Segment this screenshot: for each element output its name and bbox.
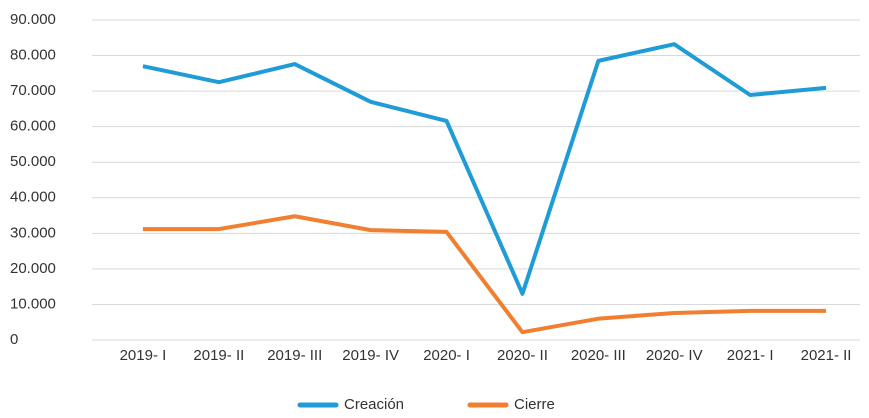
x-tick-label: 2020- II bbox=[497, 347, 548, 364]
x-tick-label: 2020- IV bbox=[646, 347, 703, 364]
y-tick-label: 30.000 bbox=[10, 224, 56, 241]
x-tick-label: 2021- II bbox=[801, 347, 852, 364]
y-tick-label: 60.000 bbox=[10, 118, 56, 135]
y-tick-label: 80.000 bbox=[10, 47, 56, 64]
y-tick-label: 70.000 bbox=[10, 82, 56, 99]
x-tick-label: 2021- I bbox=[727, 347, 774, 364]
y-tick-label: 90.000 bbox=[10, 11, 56, 28]
y-tick-label: 50.000 bbox=[10, 153, 56, 170]
x-tick-label: 2019- I bbox=[120, 347, 167, 364]
series-line bbox=[142, 42, 827, 296]
series-line bbox=[142, 214, 827, 335]
legend-label: Cierre bbox=[514, 396, 555, 413]
legend-label: Creación bbox=[344, 396, 404, 413]
x-tick-label: 2019- III bbox=[267, 347, 322, 364]
x-tick-label: 2020- I bbox=[423, 347, 470, 364]
y-tick-label: 10.000 bbox=[10, 295, 56, 312]
x-tick-label: 2020- III bbox=[571, 347, 626, 364]
y-tick-label: 20.000 bbox=[10, 260, 56, 277]
x-tick-label: 2019- IV bbox=[342, 347, 399, 364]
y-tick-label: 40.000 bbox=[10, 189, 56, 206]
y-tick-label: 0 bbox=[10, 331, 18, 348]
x-tick-label: 2019- II bbox=[193, 347, 244, 364]
